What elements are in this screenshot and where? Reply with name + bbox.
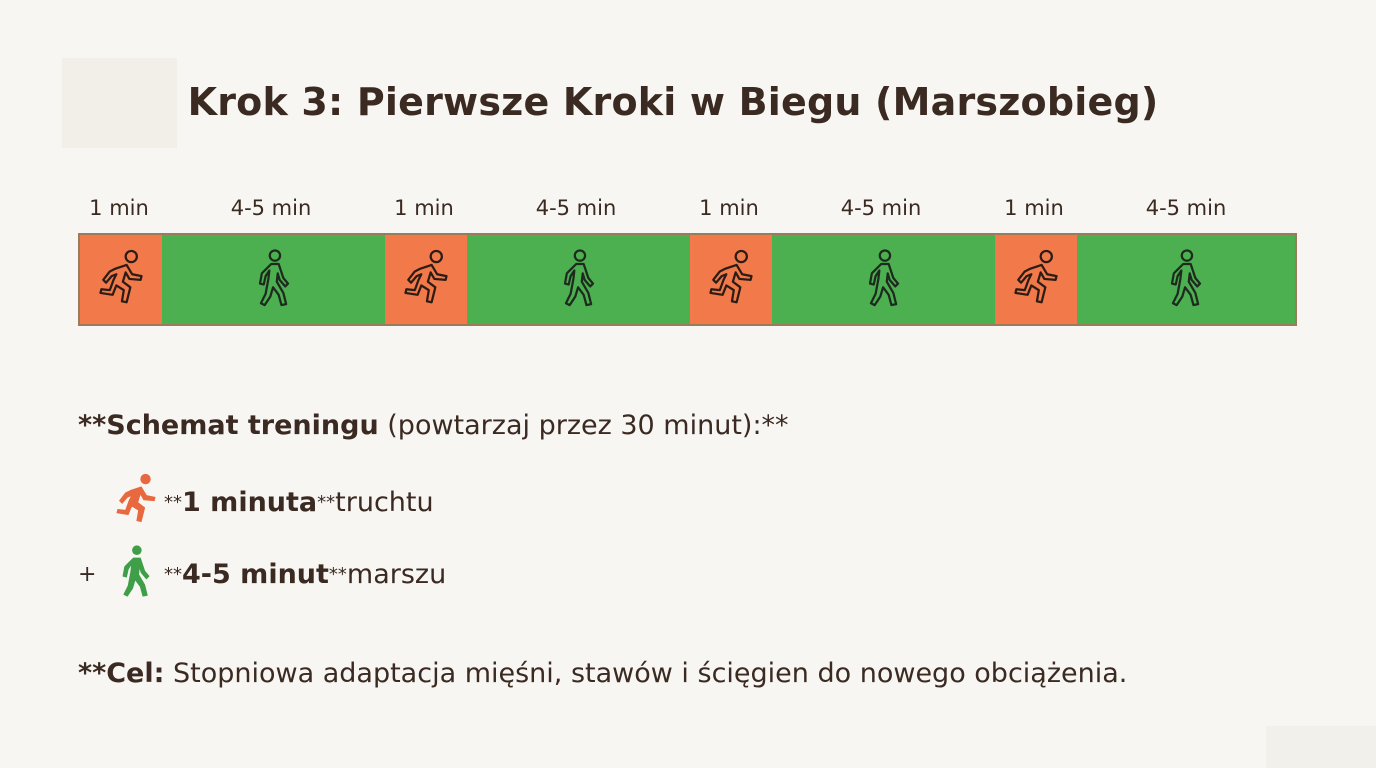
time-label: 4-5 min bbox=[840, 196, 922, 220]
time-label: 4-5 min bbox=[535, 196, 617, 220]
decorative-patch bbox=[62, 58, 177, 148]
walk-segment bbox=[772, 235, 995, 324]
runner-icon bbox=[108, 473, 164, 530]
schema-heading: **Schemat treningu (powtarzaj przez 30 m… bbox=[78, 410, 789, 441]
legend-run: ** 1 minuta ** truchtu bbox=[78, 473, 434, 530]
time-label: 4-5 min bbox=[230, 196, 312, 220]
walk-segment bbox=[162, 235, 385, 324]
schema-bold: Schemat treningu bbox=[106, 410, 379, 441]
stars-open: ** bbox=[164, 563, 182, 585]
time-label: 1 min bbox=[394, 196, 454, 220]
walker-icon bbox=[246, 247, 302, 313]
legend-run-rest: truchtu bbox=[335, 486, 434, 518]
goal-bold: **Cel: bbox=[78, 658, 165, 689]
walk-segment bbox=[1077, 235, 1295, 324]
time-label: 1 min bbox=[1004, 196, 1064, 220]
page-title: Krok 3: Pierwsze Kroki w Biegu (Marszobi… bbox=[187, 80, 1159, 124]
time-label: 4-5 min bbox=[1145, 196, 1227, 220]
time-label: 1 min bbox=[699, 196, 759, 220]
legend-walk: + ** 4-5 minut ** marszu bbox=[78, 544, 447, 602]
legend-walk-bold: 4-5 minut bbox=[182, 558, 329, 590]
runner-icon bbox=[703, 247, 759, 313]
legend-walk-rest: marszu bbox=[346, 558, 447, 590]
run-segment bbox=[385, 235, 467, 324]
time-labels: 1 min 4-5 min 1 min 4-5 min 1 min 4-5 mi… bbox=[0, 196, 1376, 226]
run-segment bbox=[690, 235, 772, 324]
time-label: 1 min bbox=[89, 196, 149, 220]
walker-icon bbox=[108, 544, 164, 602]
stars-open: ** bbox=[164, 491, 182, 513]
goal-text: **Cel: Stopniowa adaptacja mięśni, stawó… bbox=[78, 658, 1127, 689]
schema-rest: (powtarzaj przez 30 minut):** bbox=[378, 410, 789, 441]
stars-close: ** bbox=[328, 563, 347, 585]
plus-sign: + bbox=[78, 561, 97, 587]
legend-run-bold: 1 minuta bbox=[182, 486, 318, 518]
runner-icon bbox=[398, 247, 454, 313]
decorative-patch bbox=[1266, 726, 1376, 768]
run-segment bbox=[995, 235, 1077, 324]
run-segment bbox=[80, 235, 162, 324]
schema-prefix: ** bbox=[78, 410, 107, 441]
runner-icon bbox=[93, 247, 149, 313]
walker-icon bbox=[1158, 247, 1214, 313]
goal-rest: Stopniowa adaptacja mięśni, stawów i ści… bbox=[164, 658, 1128, 689]
interval-bar bbox=[78, 233, 1297, 326]
walk-segment bbox=[467, 235, 690, 324]
walker-icon bbox=[856, 247, 912, 313]
runner-icon bbox=[1008, 247, 1064, 313]
walker-icon bbox=[551, 247, 607, 313]
stars-close: ** bbox=[317, 491, 336, 513]
